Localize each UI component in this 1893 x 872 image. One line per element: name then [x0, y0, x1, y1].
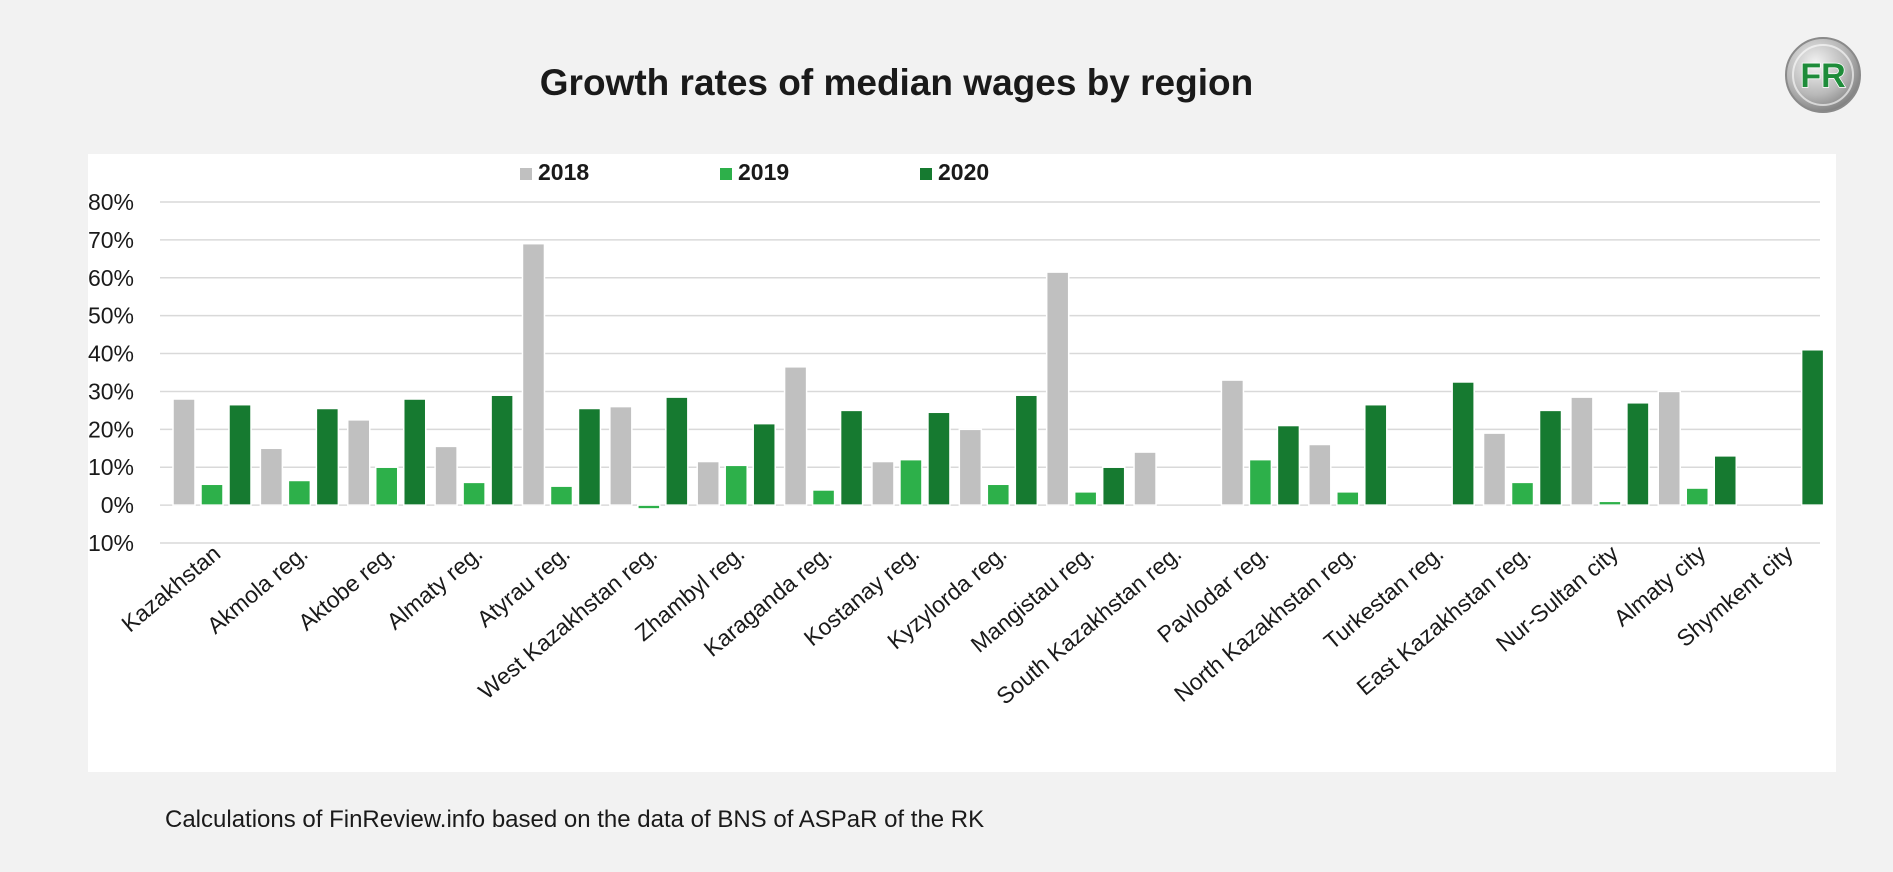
bar-2020-1 — [315, 407, 340, 506]
logo-text: FR — [1800, 57, 1845, 95]
legend-label-2018: 2018 — [538, 159, 589, 185]
bar-2020-2 — [402, 398, 427, 506]
y-tick-label: 60% — [88, 265, 134, 291]
bar-2018-5 — [609, 405, 633, 506]
y-tick-label: 20% — [88, 416, 134, 442]
bar-2019-10 — [1073, 491, 1098, 506]
bar-2019-0 — [200, 483, 224, 506]
bar-2019-17 — [1685, 487, 1710, 506]
bar-2018-6 — [696, 460, 720, 506]
bar-chart: 2018 2019 2020 -10% 0% 10% 20% 30% 40% 50% 60% 70%… — [88, 159, 1825, 710]
bar-2020-5 — [665, 396, 689, 506]
legend-swatch-2018 — [520, 168, 532, 180]
bar-2020-17 — [1713, 455, 1738, 506]
bar-2020-10 — [1101, 466, 1126, 506]
bar-2018-4 — [521, 242, 546, 506]
bar-2018-3 — [434, 445, 458, 506]
bar-2020-13 — [1364, 403, 1388, 506]
bar-2019-3 — [462, 481, 486, 506]
bar-2019-8 — [899, 458, 923, 506]
bar-2019-4 — [549, 485, 574, 506]
y-tick-label: 10% — [88, 454, 134, 480]
y-tick-label: 50% — [88, 303, 134, 329]
bar-2020-14 — [1451, 381, 1475, 506]
bar-2020-6 — [752, 422, 776, 506]
bar-2019-6 — [724, 464, 748, 506]
y-tick-label: -10% — [88, 530, 134, 556]
bar-2020-0 — [228, 403, 252, 506]
bar-2018-7 — [783, 366, 808, 506]
bar-2019-13 — [1336, 491, 1360, 506]
bar-2018-17 — [1657, 390, 1682, 506]
finreview-logo: FR — [1784, 36, 1862, 114]
y-tick-label: 40% — [88, 341, 134, 367]
bar-2020-7 — [839, 409, 864, 506]
y-tick-label: 30% — [88, 378, 134, 404]
x-tick-label: East Kazakhstan reg. — [1352, 540, 1536, 700]
bar-2020-15 — [1538, 409, 1563, 506]
x-tick-label: Aktobe reg. — [293, 540, 400, 636]
bar-2020-8 — [927, 411, 951, 506]
bar-2018-12 — [1220, 379, 1245, 506]
x-tick-label: Almaty reg. — [381, 540, 487, 635]
bar-2018-2 — [346, 419, 371, 506]
bar-2019-16 — [1598, 500, 1622, 506]
legend: 2018 2019 2020 — [520, 159, 989, 185]
bar-2018-13 — [1308, 443, 1332, 506]
bar-2019-2 — [374, 466, 399, 506]
bars — [172, 242, 1825, 510]
bar-2019-5 — [637, 504, 661, 510]
legend-swatch-2020 — [920, 168, 932, 180]
bar-2018-8 — [871, 460, 895, 506]
bar-2019-15 — [1510, 481, 1535, 506]
bar-2019-9 — [986, 483, 1011, 506]
bar-2019-1 — [287, 479, 312, 506]
bar-2018-11 — [1133, 451, 1157, 506]
legend-swatch-2019 — [720, 168, 732, 180]
bar-2020-12 — [1276, 424, 1301, 506]
legend-label-2019: 2019 — [738, 159, 789, 185]
bar-2020-9 — [1014, 394, 1039, 506]
bar-2018-15 — [1482, 432, 1507, 506]
bar-2018-9 — [958, 428, 983, 506]
bar-2019-7 — [811, 489, 836, 506]
source-note: Calculations of FinReview.info based on … — [165, 806, 985, 833]
bar-2020-3 — [490, 394, 514, 506]
bar-2018-16 — [1570, 396, 1594, 506]
bar-2018-10 — [1045, 271, 1070, 506]
bar-2020-16 — [1626, 402, 1650, 506]
y-tick-label: 0% — [101, 492, 134, 518]
legend-label-2020: 2020 — [938, 159, 989, 185]
bar-2018-1 — [259, 447, 284, 506]
bar-2019-12 — [1248, 458, 1273, 506]
plot-panel: 2018 2019 2020 -10% 0% 10% 20% 30% 40% 50% 60% 70%… — [88, 154, 1836, 772]
y-tick-label: 70% — [88, 227, 134, 253]
bar-2020-18 — [1800, 349, 1825, 506]
chart-title: Growth rates of median wages by region — [539, 62, 1254, 103]
y-tick-label: 80% — [88, 189, 134, 215]
bar-2018-0 — [172, 398, 196, 506]
bar-2020-4 — [577, 407, 602, 506]
y-axis: -10% 0% 10% 20% 30% 40% 50% 60% 70% 80% — [88, 189, 134, 556]
